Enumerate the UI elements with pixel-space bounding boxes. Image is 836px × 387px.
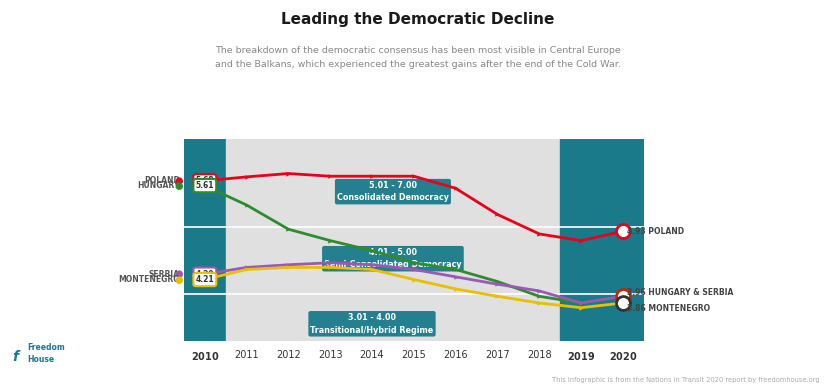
Text: 4.93 POLAND: 4.93 POLAND xyxy=(627,227,684,236)
Text: POLAND: POLAND xyxy=(144,176,180,185)
Bar xyxy=(477,139,518,341)
Text: 4.01 - 5.00
Semi-Consolidated Democracy: 4.01 - 5.00 Semi-Consolidated Democracy xyxy=(324,248,461,269)
Text: Freedom
House: Freedom House xyxy=(28,343,65,364)
Text: HUNGARY: HUNGARY xyxy=(137,181,180,190)
Text: 4.21: 4.21 xyxy=(196,275,214,284)
Bar xyxy=(602,139,644,341)
Text: 5.68: 5.68 xyxy=(196,176,214,185)
Text: ●: ● xyxy=(175,274,183,284)
Text: ●: ● xyxy=(175,181,183,191)
Text: SERBIA: SERBIA xyxy=(149,270,180,279)
Text: 3.86 MONTENEGRO: 3.86 MONTENEGRO xyxy=(627,304,710,313)
Bar xyxy=(560,139,602,341)
Text: ●: ● xyxy=(175,269,183,279)
Text: 5.01 - 7.00
Consolidated Democracy: 5.01 - 7.00 Consolidated Democracy xyxy=(337,181,449,202)
Text: ●: ● xyxy=(175,176,183,186)
Text: This Infographic is from the Nations in Transit 2020 report by freedomhouse.org: This Infographic is from the Nations in … xyxy=(552,377,819,383)
Bar xyxy=(309,139,351,341)
Text: 5.61: 5.61 xyxy=(196,181,214,190)
Text: 3.01 - 4.00
Transitional/Hybrid Regime: 3.01 - 4.00 Transitional/Hybrid Regime xyxy=(310,313,434,334)
Bar xyxy=(351,139,393,341)
Text: 3.96 HUNGARY & SERBIA: 3.96 HUNGARY & SERBIA xyxy=(627,288,733,297)
Bar xyxy=(226,139,268,341)
Bar xyxy=(184,139,226,341)
Text: MONTENEGRO: MONTENEGRO xyxy=(118,275,180,284)
Text: The breakdown of the democratic consensus has been most visible in Central Europ: The breakdown of the democratic consensu… xyxy=(215,46,621,69)
Bar xyxy=(268,139,309,341)
Text: Leading the Democratic Decline: Leading the Democratic Decline xyxy=(281,12,555,27)
Text: f: f xyxy=(13,350,18,364)
Text: 4.29: 4.29 xyxy=(196,270,214,279)
Bar xyxy=(435,139,477,341)
Bar xyxy=(518,139,560,341)
Bar xyxy=(393,139,435,341)
